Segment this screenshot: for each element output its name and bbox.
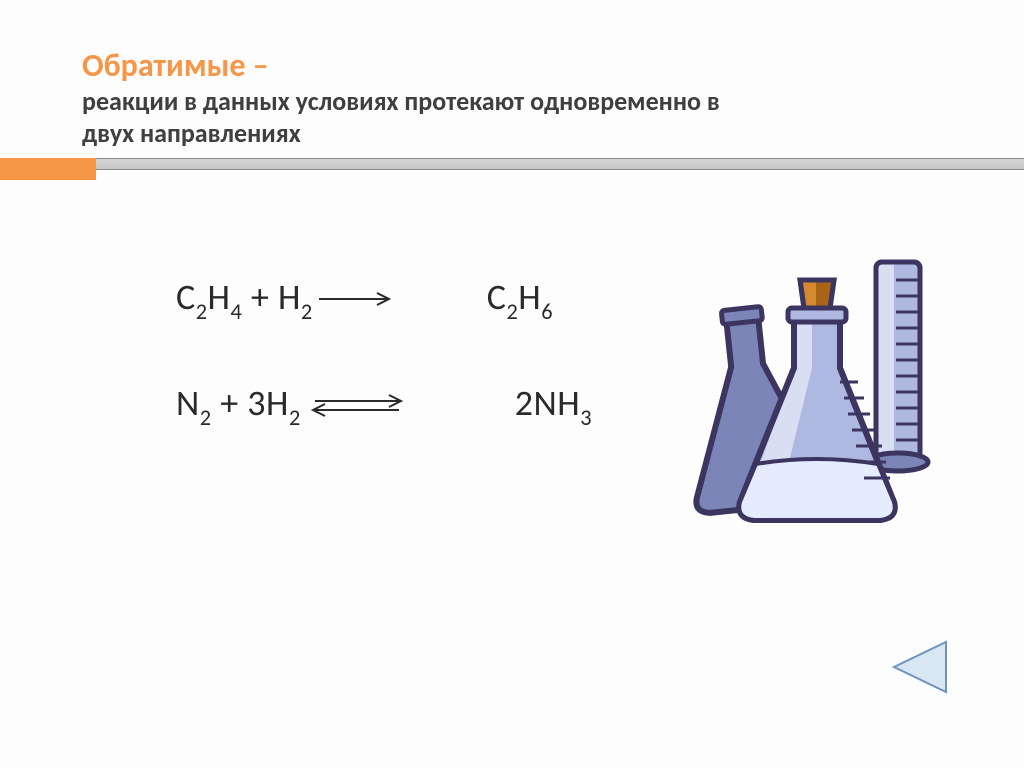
accent-bar-gray (0, 158, 1024, 170)
eq1-pH: H (518, 275, 541, 319)
flasks-illustration (644, 250, 954, 530)
eq2-reagents: N2 + 3H2 (176, 381, 301, 429)
eq2-product: 2NH3 (515, 381, 592, 429)
eq2-H-sub: 2 (289, 404, 301, 431)
eq1-H: H (208, 275, 231, 319)
eq1-C-sub: 2 (196, 298, 208, 325)
forward-arrow-icon (319, 290, 399, 308)
equation-2: N2 + 3H2 2NH3 (176, 381, 592, 429)
title-block: Обратимые – реакции в данных условиях пр… (82, 48, 964, 149)
eq1-pH-sub: 6 (541, 298, 553, 325)
reversible-arrow-icon (307, 392, 407, 418)
equation-1: C2H4 + H2 C2H6 (176, 275, 592, 323)
triangle-left-icon (884, 636, 954, 698)
prev-slide-button[interactable] (884, 636, 954, 698)
eq1-pC: C (487, 275, 507, 319)
slide: Обратимые – реакции в данных условиях пр… (0, 0, 1024, 768)
eq2-N: N (176, 381, 200, 425)
equations: C2H4 + H2 C2H6 N2 + 3H2 2NH (176, 275, 592, 487)
accent-bar (0, 158, 1024, 170)
accent-bar-orange (0, 158, 96, 180)
eq2-plus: + (212, 381, 248, 425)
title-heading: Обратимые – (82, 46, 269, 85)
eq2-N-sub: 2 (200, 404, 212, 431)
eq1-C: C (176, 275, 196, 319)
title-sub1: реакции в данных условиях протекают одно… (82, 85, 964, 117)
title-sub2: двух направлениях (82, 117, 964, 149)
title: Обратимые – (82, 48, 964, 85)
eq2-coef2: 2 (515, 381, 534, 425)
eq1-H2: H (278, 275, 301, 319)
eq2-coef3: 3 (247, 381, 266, 425)
eq1-pC-sub: 2 (506, 298, 518, 325)
eq1-reagents: C2H4 + H2 (176, 275, 313, 323)
eq1-H2-sub: 2 (301, 298, 313, 325)
eq1-product: C2H6 (487, 275, 553, 323)
eq1-plus: + (242, 275, 278, 319)
eq2-NH: NH (534, 381, 581, 425)
eq1-H-sub: 4 (230, 298, 242, 325)
eq2-NH-sub: 3 (580, 404, 592, 431)
eq2-H: H (266, 381, 289, 425)
